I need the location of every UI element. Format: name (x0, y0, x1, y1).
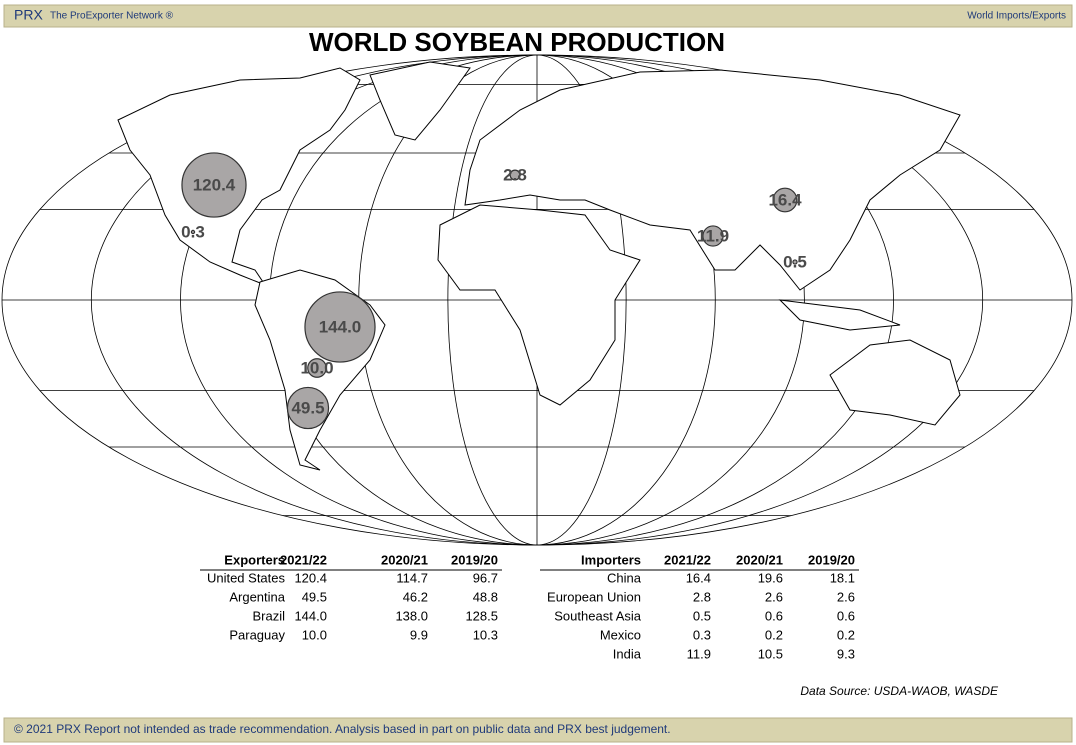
table-cell: 0.2 (765, 627, 783, 642)
column-header: Importers (581, 552, 641, 567)
bubble-label: 11.9 (697, 226, 729, 245)
bubble-label: 16.4 (768, 190, 802, 209)
table-cell: 9.9 (410, 627, 428, 642)
table-cell: 10.0 (302, 627, 327, 642)
table-cell: Paraguay (229, 627, 285, 642)
production-bubble (509, 169, 521, 181)
table-cell: 2.6 (765, 589, 783, 604)
table-cell: 0.6 (765, 608, 783, 623)
source: Data Source: USDA-WAOB, WASDE (800, 684, 999, 698)
bubble-label: 120.4 (193, 175, 236, 194)
bubbles: 120.4 49.5 144.0 10.0 16.4 2.8 0.5 0.3 11.9 (181, 152, 807, 430)
production-bubble (286, 386, 330, 430)
world-map (1, 54, 1073, 546)
network: The ProExporter Network ® (50, 11, 174, 22)
production-bubble (304, 291, 376, 363)
brand: PRX (14, 7, 43, 23)
table-cell: China (607, 570, 642, 585)
table-cell: Southeast Asia (554, 608, 641, 623)
production-bubble (307, 358, 327, 378)
table-cell: 138.0 (395, 608, 428, 623)
eurasia (464, 69, 961, 291)
column-header: 2021/22 (280, 552, 327, 567)
table-cell: 144.0 (294, 608, 327, 623)
table-cell: 46.2 (403, 589, 428, 604)
bubble-label: 49.5 (291, 398, 324, 417)
table-cell: 10.5 (758, 646, 783, 661)
section: World Imports/Exports (967, 11, 1066, 22)
production-bubble (181, 152, 247, 218)
production-bubble (702, 225, 724, 247)
table-cell: 19.6 (758, 570, 783, 585)
column-header: 2019/20 (451, 552, 498, 567)
title: WORLD SOYBEAN PRODUCTION (309, 27, 725, 57)
footer-bar (3, 717, 1073, 743)
bubble-label: 144.0 (319, 317, 362, 336)
indonesia (778, 299, 901, 331)
table-cell: 128.5 (465, 608, 498, 623)
column-header: 2020/21 (381, 552, 428, 567)
table-cell: 16.4 (686, 570, 711, 585)
table-cell: 0.3 (693, 627, 711, 642)
bubble-label: 0.3 (181, 222, 205, 241)
production-bubble (772, 187, 798, 213)
table-cell: 0.5 (693, 608, 711, 623)
header-bar (3, 4, 1073, 28)
column-header: Exporters (224, 552, 285, 567)
bubble-label: 2.8 (503, 165, 527, 184)
table-cell: European Union (547, 589, 641, 604)
table-cell: 2.8 (693, 589, 711, 604)
africa (437, 204, 641, 406)
column-header: 2021/22 (664, 552, 711, 567)
table-cell: 18.1 (830, 570, 855, 585)
bubble-label: 0.5 (783, 252, 807, 271)
table-cell: Mexico (600, 627, 641, 642)
greenland (369, 61, 471, 141)
table-cell: 96.7 (473, 570, 498, 585)
table-cell: 11.9 (687, 646, 711, 661)
table-cell: United States (207, 570, 286, 585)
table-cell: 120.4 (294, 570, 327, 585)
table-cell: Brazil (252, 608, 285, 623)
table-cell: 2.6 (837, 589, 855, 604)
table-cell: India (613, 646, 642, 661)
table-cell: 114.7 (396, 570, 428, 585)
footer: © 2021 PRX Report not intended as trade … (14, 722, 671, 736)
column-header: 2020/21 (736, 552, 783, 567)
table-cell: 0.6 (837, 608, 855, 623)
table-cell: 48.8 (473, 589, 498, 604)
table-cell: 10.3 (473, 627, 498, 642)
production-bubble (792, 259, 798, 265)
table-cell: 9.3 (837, 646, 855, 661)
table-cell: Argentina (229, 589, 285, 604)
bubble-label: 10.0 (300, 358, 333, 377)
table-cell: 0.2 (837, 627, 855, 642)
column-header: 2019/20 (808, 552, 855, 567)
australia (829, 339, 961, 426)
table-cell: 49.5 (302, 589, 327, 604)
production-bubble (190, 229, 196, 235)
